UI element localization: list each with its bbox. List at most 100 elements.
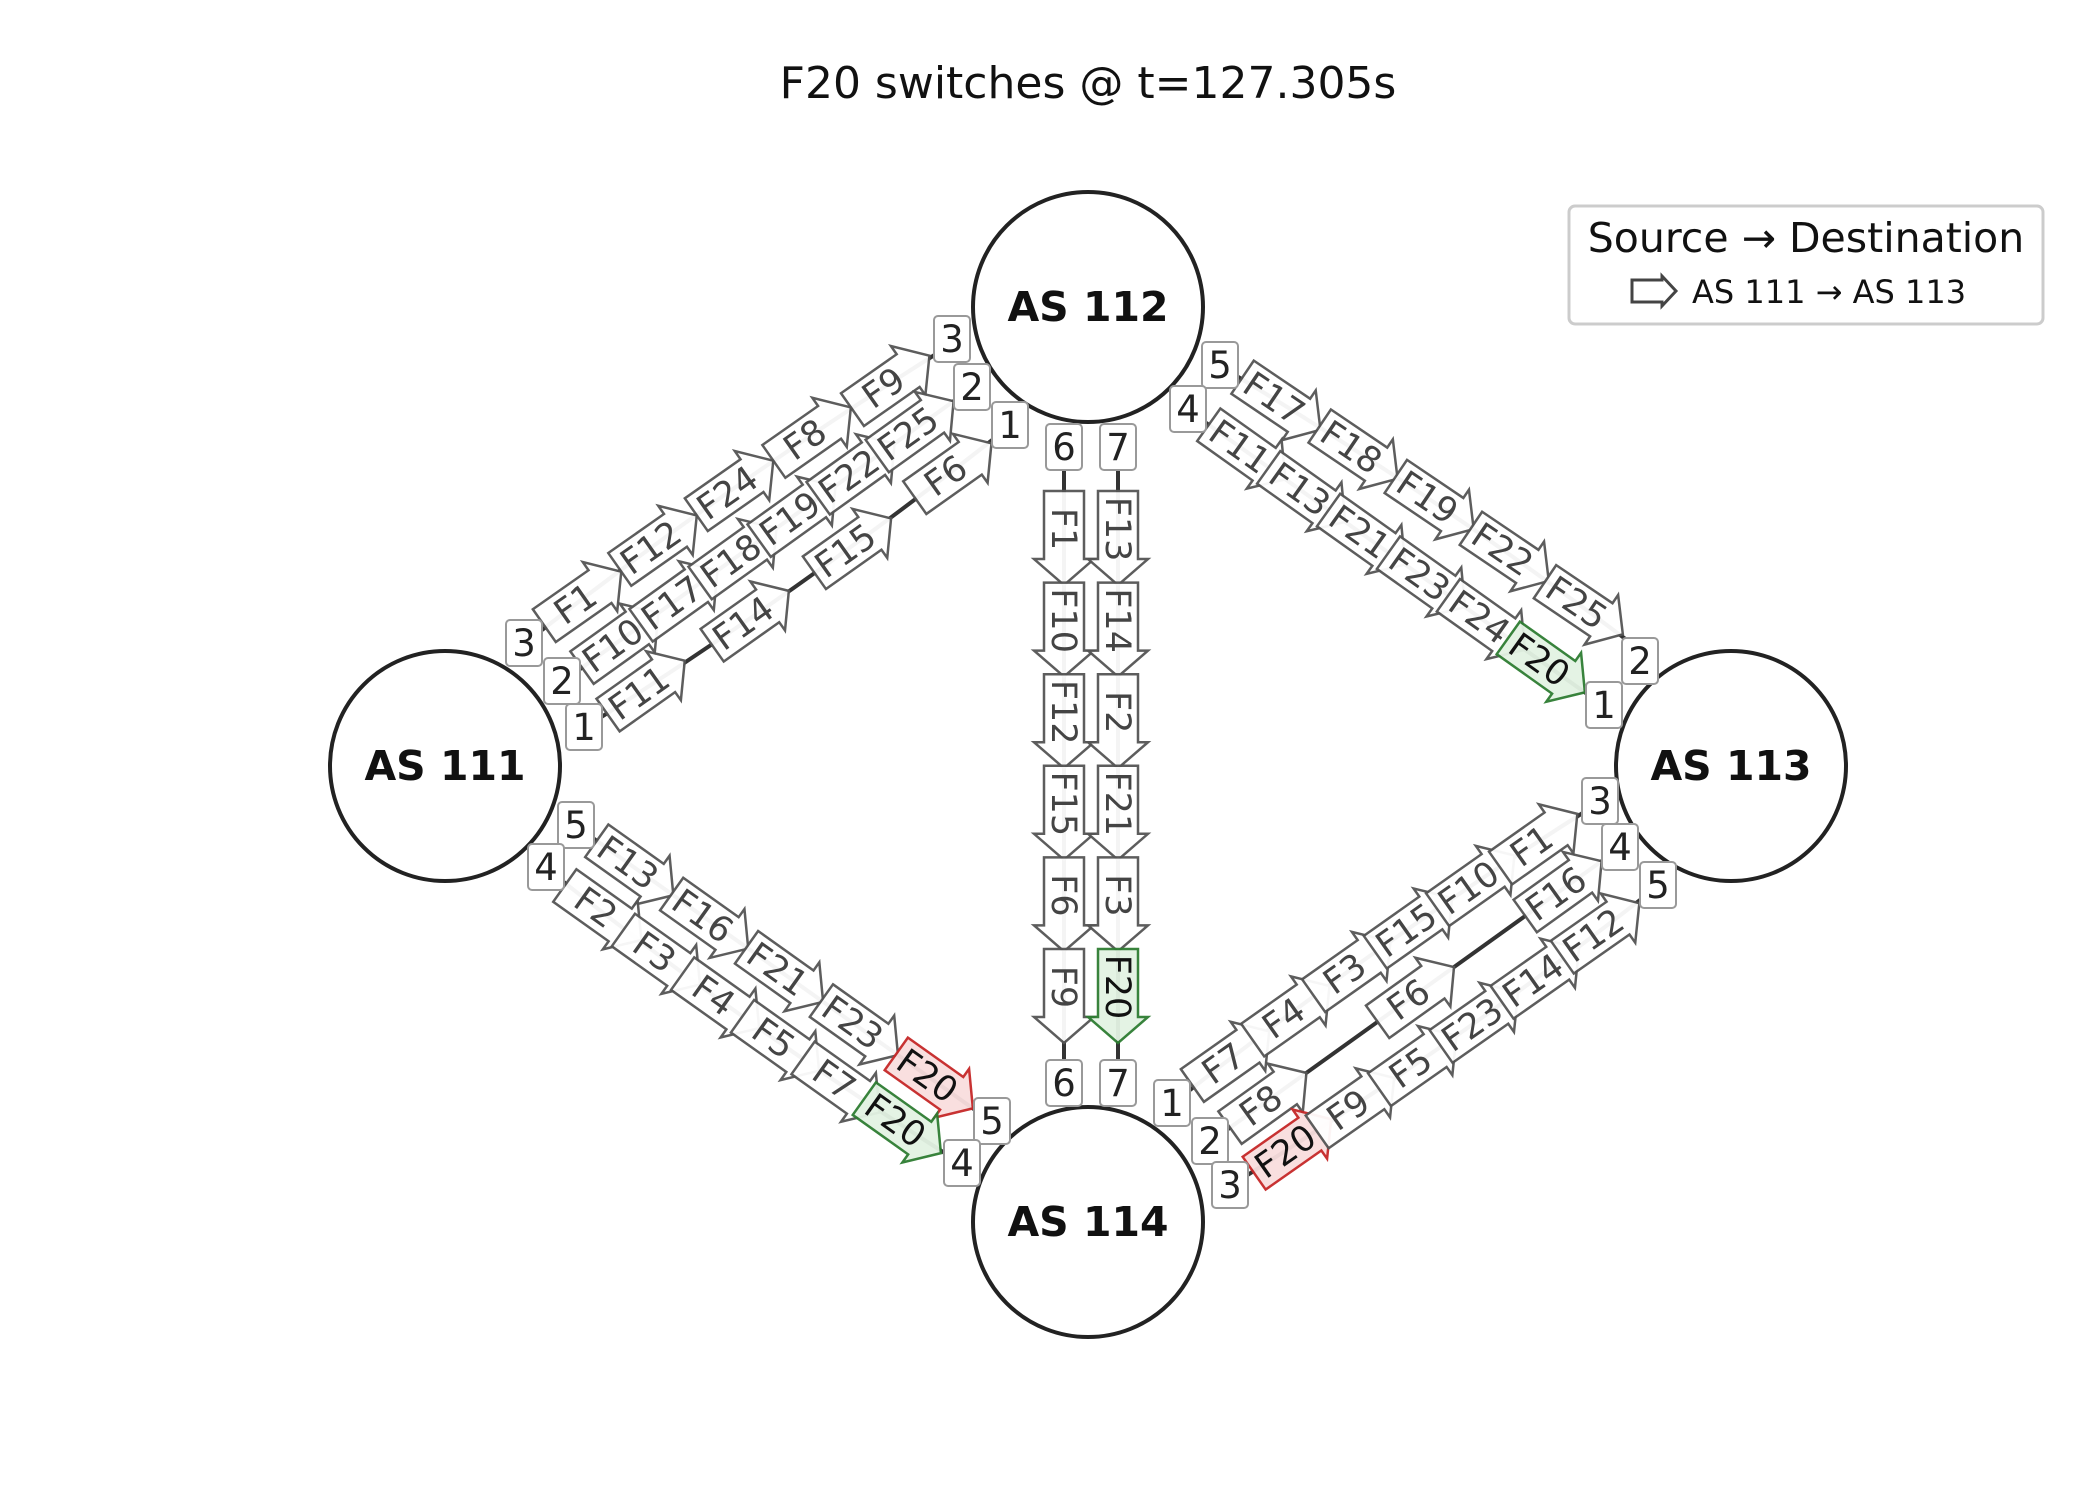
flow-label: F15 bbox=[1043, 771, 1083, 836]
port-label-box bbox=[1169, 385, 1207, 433]
port-label-box bbox=[973, 1097, 1011, 1145]
port-number: 2 bbox=[1628, 640, 1652, 683]
flow-arrow-f25: F25 bbox=[1532, 563, 1625, 647]
port-label: 2 bbox=[953, 363, 991, 411]
flow-arrow-f6: F6 bbox=[1030, 856, 1098, 954]
port-number: 2 bbox=[960, 366, 984, 409]
port-number: 1 bbox=[998, 404, 1022, 447]
port-label: 3 bbox=[1581, 777, 1619, 825]
flow-label: F3 bbox=[1097, 874, 1137, 916]
port-label: 4 bbox=[1169, 385, 1207, 433]
port-number: 3 bbox=[1588, 780, 1612, 823]
legend: Source → Destination AS 111 → AS 113 bbox=[1567, 204, 2045, 326]
node-as111-label: AS 111 bbox=[364, 742, 525, 790]
port-number: 5 bbox=[1646, 864, 1670, 907]
flow-arrow-shape bbox=[1030, 672, 1098, 770]
port-label: 1 bbox=[1585, 681, 1623, 729]
port-number: 6 bbox=[1052, 1062, 1076, 1105]
flow-arrow-shape bbox=[733, 929, 825, 1014]
port-label: 1 bbox=[991, 401, 1029, 449]
node-as111[interactable]: AS 111 bbox=[328, 649, 562, 883]
port-number: 2 bbox=[1198, 1120, 1222, 1163]
flow-arrow-shape bbox=[1549, 891, 1641, 976]
port-number: 4 bbox=[1608, 826, 1632, 869]
port-number: 7 bbox=[1106, 1062, 1130, 1105]
port-label: 6 bbox=[1045, 1059, 1083, 1107]
flow-arrow-shape bbox=[1216, 1061, 1308, 1146]
port-label: 6 bbox=[1045, 423, 1083, 471]
flow-arrow-shape bbox=[1084, 672, 1152, 770]
node-as112[interactable]: AS 112 bbox=[971, 190, 1205, 424]
port-number: 6 bbox=[1052, 426, 1076, 469]
port-label-box bbox=[1191, 1117, 1229, 1165]
node-as112-label: AS 112 bbox=[1007, 283, 1168, 331]
flow-label: F6 bbox=[1043, 874, 1083, 916]
node-as111-circle[interactable] bbox=[328, 649, 562, 883]
port-label-box bbox=[1201, 341, 1239, 389]
flow-arrow-shape bbox=[1084, 581, 1152, 679]
flow-arrow-f21: F21 bbox=[1084, 764, 1152, 862]
flow-arrow-shape bbox=[1306, 407, 1399, 492]
flow-arrow-shape bbox=[850, 1080, 943, 1165]
flow-arrow-shape bbox=[1487, 802, 1579, 887]
port-label: 2 bbox=[543, 657, 581, 705]
legend-entry: AS 111 → AS 113 bbox=[1692, 273, 1966, 311]
flow-arrow-shape bbox=[594, 649, 687, 734]
port-number: 2 bbox=[550, 660, 574, 703]
port-label: 5 bbox=[973, 1097, 1011, 1145]
flow-arrow-f6: F6 bbox=[1364, 955, 1456, 1040]
flow-arrow-f20: F20 bbox=[1084, 947, 1152, 1045]
flow-arrow-shape bbox=[1457, 510, 1551, 594]
port-number: 5 bbox=[564, 804, 588, 847]
node-as113[interactable]: AS 113 bbox=[1614, 649, 1848, 883]
flow-arrow-shape bbox=[1030, 947, 1098, 1045]
node-as112-circle[interactable] bbox=[971, 190, 1205, 424]
flow-arrow-shape bbox=[863, 389, 955, 474]
port-number: 3 bbox=[1218, 1164, 1242, 1207]
legend-title: Source → Destination bbox=[1588, 214, 2025, 262]
flow-arrow-shape bbox=[808, 982, 900, 1067]
port-number: 5 bbox=[1208, 344, 1232, 387]
port-label: 2 bbox=[1621, 637, 1659, 685]
port-number: 7 bbox=[1106, 426, 1130, 469]
port-label: 4 bbox=[943, 1139, 981, 1187]
port-label-box bbox=[1045, 423, 1083, 471]
port-number: 3 bbox=[940, 318, 964, 361]
flow-arrow-shape bbox=[658, 876, 750, 960]
flow-arrow-shape bbox=[1229, 358, 1322, 443]
flow-arrow-shape bbox=[1532, 563, 1625, 647]
flow-arrow-shape bbox=[1030, 764, 1098, 862]
port-label: 3 bbox=[933, 315, 971, 363]
node-as114-label: AS 114 bbox=[1007, 1198, 1168, 1246]
flow-arrow-shape bbox=[531, 560, 623, 644]
port-label: 2 bbox=[1191, 1117, 1229, 1165]
flow-arrow-f15: F15 bbox=[1030, 764, 1098, 862]
flow-arrow-shape bbox=[1084, 489, 1152, 587]
flow-arrow-f8: F8 bbox=[760, 395, 853, 480]
flow-arrow-shape bbox=[606, 503, 699, 588]
flows-layer: F1F12F24F8F9F10F17F18F19F22F25F11F14F15F… bbox=[531, 344, 1641, 1192]
flow-arrow-f1: F1 bbox=[1030, 489, 1098, 587]
links-layer bbox=[522, 342, 1660, 1188]
flow-arrow-f3: F3 bbox=[1084, 856, 1152, 954]
port-label-box bbox=[1639, 861, 1677, 909]
node-as114-circle[interactable] bbox=[971, 1105, 1205, 1339]
node-as114[interactable]: AS 114 bbox=[971, 1105, 1205, 1339]
flow-label: F21 bbox=[1097, 771, 1137, 836]
flow-arrow-shape bbox=[583, 822, 675, 907]
port-label-box bbox=[1601, 823, 1639, 871]
port-number: 4 bbox=[950, 1142, 974, 1185]
flow-label: F10 bbox=[1043, 588, 1083, 653]
flow-arrow-shape bbox=[1084, 764, 1152, 862]
node-as113-circle[interactable] bbox=[1614, 649, 1848, 883]
flow-arrow-f3: F3 bbox=[1300, 929, 1392, 1014]
flow-arrow-f2: F2 bbox=[1084, 672, 1152, 770]
port-number: 1 bbox=[1160, 1082, 1184, 1125]
flow-arrow-shape bbox=[698, 579, 791, 664]
port-label: 5 bbox=[1201, 341, 1239, 389]
port-label-box bbox=[943, 1139, 981, 1187]
flow-arrow-shape bbox=[1382, 458, 1476, 542]
node-as113-label: AS 113 bbox=[1650, 742, 1811, 790]
port-number: 1 bbox=[572, 706, 596, 749]
port-label: 7 bbox=[1099, 423, 1137, 471]
